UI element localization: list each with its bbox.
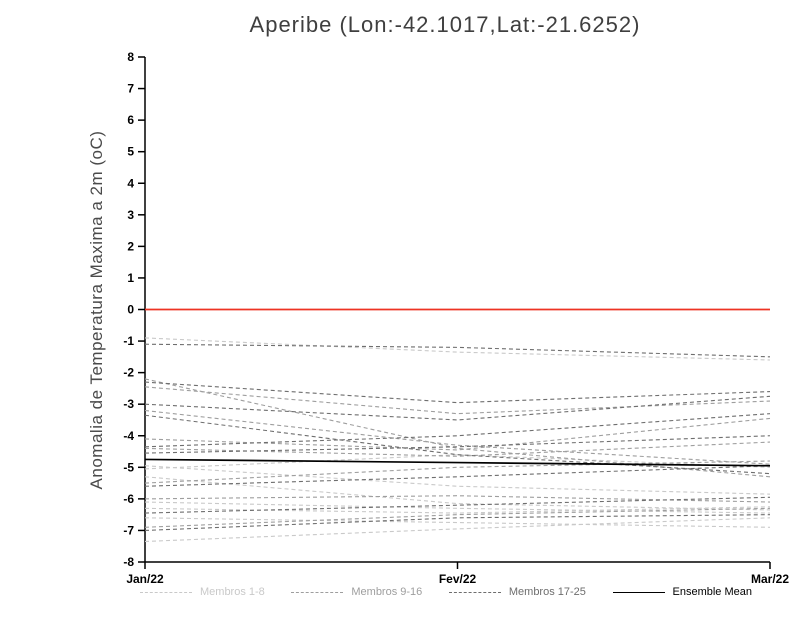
ensemble-member-line	[144, 337, 771, 361]
ensemble-member-line	[144, 343, 771, 358]
ensemble-member-line	[144, 476, 771, 511]
x-tick-label: Mar/22	[751, 572, 789, 586]
y-tick-label: -1	[123, 334, 134, 348]
y-tick-label: 1	[127, 271, 134, 285]
y-tick-label: 6	[127, 113, 134, 127]
y-tick-label: 0	[127, 303, 134, 317]
y-tick-label: -2	[123, 366, 134, 380]
ensemble-member-line	[144, 465, 771, 495]
x-tick-label: Jan/22	[126, 572, 164, 586]
legend-item-membros-1-8: Membros 1-8	[140, 586, 265, 598]
ensemble-member-line	[144, 386, 771, 415]
y-tick-label: 4	[127, 176, 134, 190]
y-tick-label: -7	[123, 523, 134, 537]
y-tick-label: 5	[127, 145, 134, 159]
legend-item-membros-17-25: Membros 17-25	[448, 586, 586, 598]
y-tick-label: -8	[123, 555, 134, 569]
y-tick-label: 8	[127, 50, 134, 64]
ensemble-member-line	[144, 413, 771, 448]
ensemble-member-line	[144, 417, 771, 451]
ensemble-member-line	[144, 435, 771, 454]
legend-label: Ensemble Mean	[672, 586, 753, 598]
ensemble-member-line	[144, 517, 771, 528]
y-tick-label: -5	[123, 460, 134, 474]
ensemble-member-line	[144, 507, 771, 528]
ensemble-member-line	[144, 460, 771, 484]
ensemble-member-line	[144, 465, 771, 487]
y-tick-label: -6	[123, 492, 134, 506]
chart-title: Aperibe (Lon:-42.1017,Lat:-21.6252)	[249, 12, 641, 37]
legend-swatch-solid-line	[612, 591, 665, 593]
ensemble-mean-line	[144, 458, 771, 467]
y-tick-label: 3	[127, 208, 134, 222]
ensemble-member-line	[144, 514, 771, 531]
legend: Membros 1-8 Membros 9-16 Membros 17-25 E…	[140, 586, 752, 598]
x-tick-label: Fev/22	[439, 572, 477, 586]
ensemble-member-line	[144, 495, 771, 503]
legend-label: Membros 17-25	[508, 586, 586, 598]
legend-item-ensemble-mean: Ensemble Mean	[612, 586, 753, 598]
y-tick-label: 7	[127, 82, 134, 96]
ensemble-member-line	[144, 395, 771, 421]
y-tick-label: -4	[123, 429, 134, 443]
ensemble-member-line	[144, 496, 771, 514]
ensemble-member-line	[144, 501, 771, 514]
legend-item-membros-9-16: Membros 9-16	[291, 586, 422, 598]
ensemble-member-line	[144, 441, 771, 457]
ensemble-member-line	[144, 409, 771, 465]
y-tick-label: 2	[127, 239, 134, 253]
legend-swatch-dashed-line	[140, 591, 192, 593]
ensemble-member-line	[144, 381, 771, 404]
legend-label: Membros 1-8	[200, 586, 265, 598]
legend-label: Membros 9-16	[351, 586, 423, 598]
ensemble-member-line	[144, 378, 771, 478]
ensemble-member-line	[144, 506, 771, 514]
legend-swatch-dashed-line	[448, 591, 501, 593]
ensemble-member-line	[144, 517, 771, 543]
legend-swatch-dashed-line	[291, 591, 344, 593]
y-tick-label: -3	[123, 397, 134, 411]
